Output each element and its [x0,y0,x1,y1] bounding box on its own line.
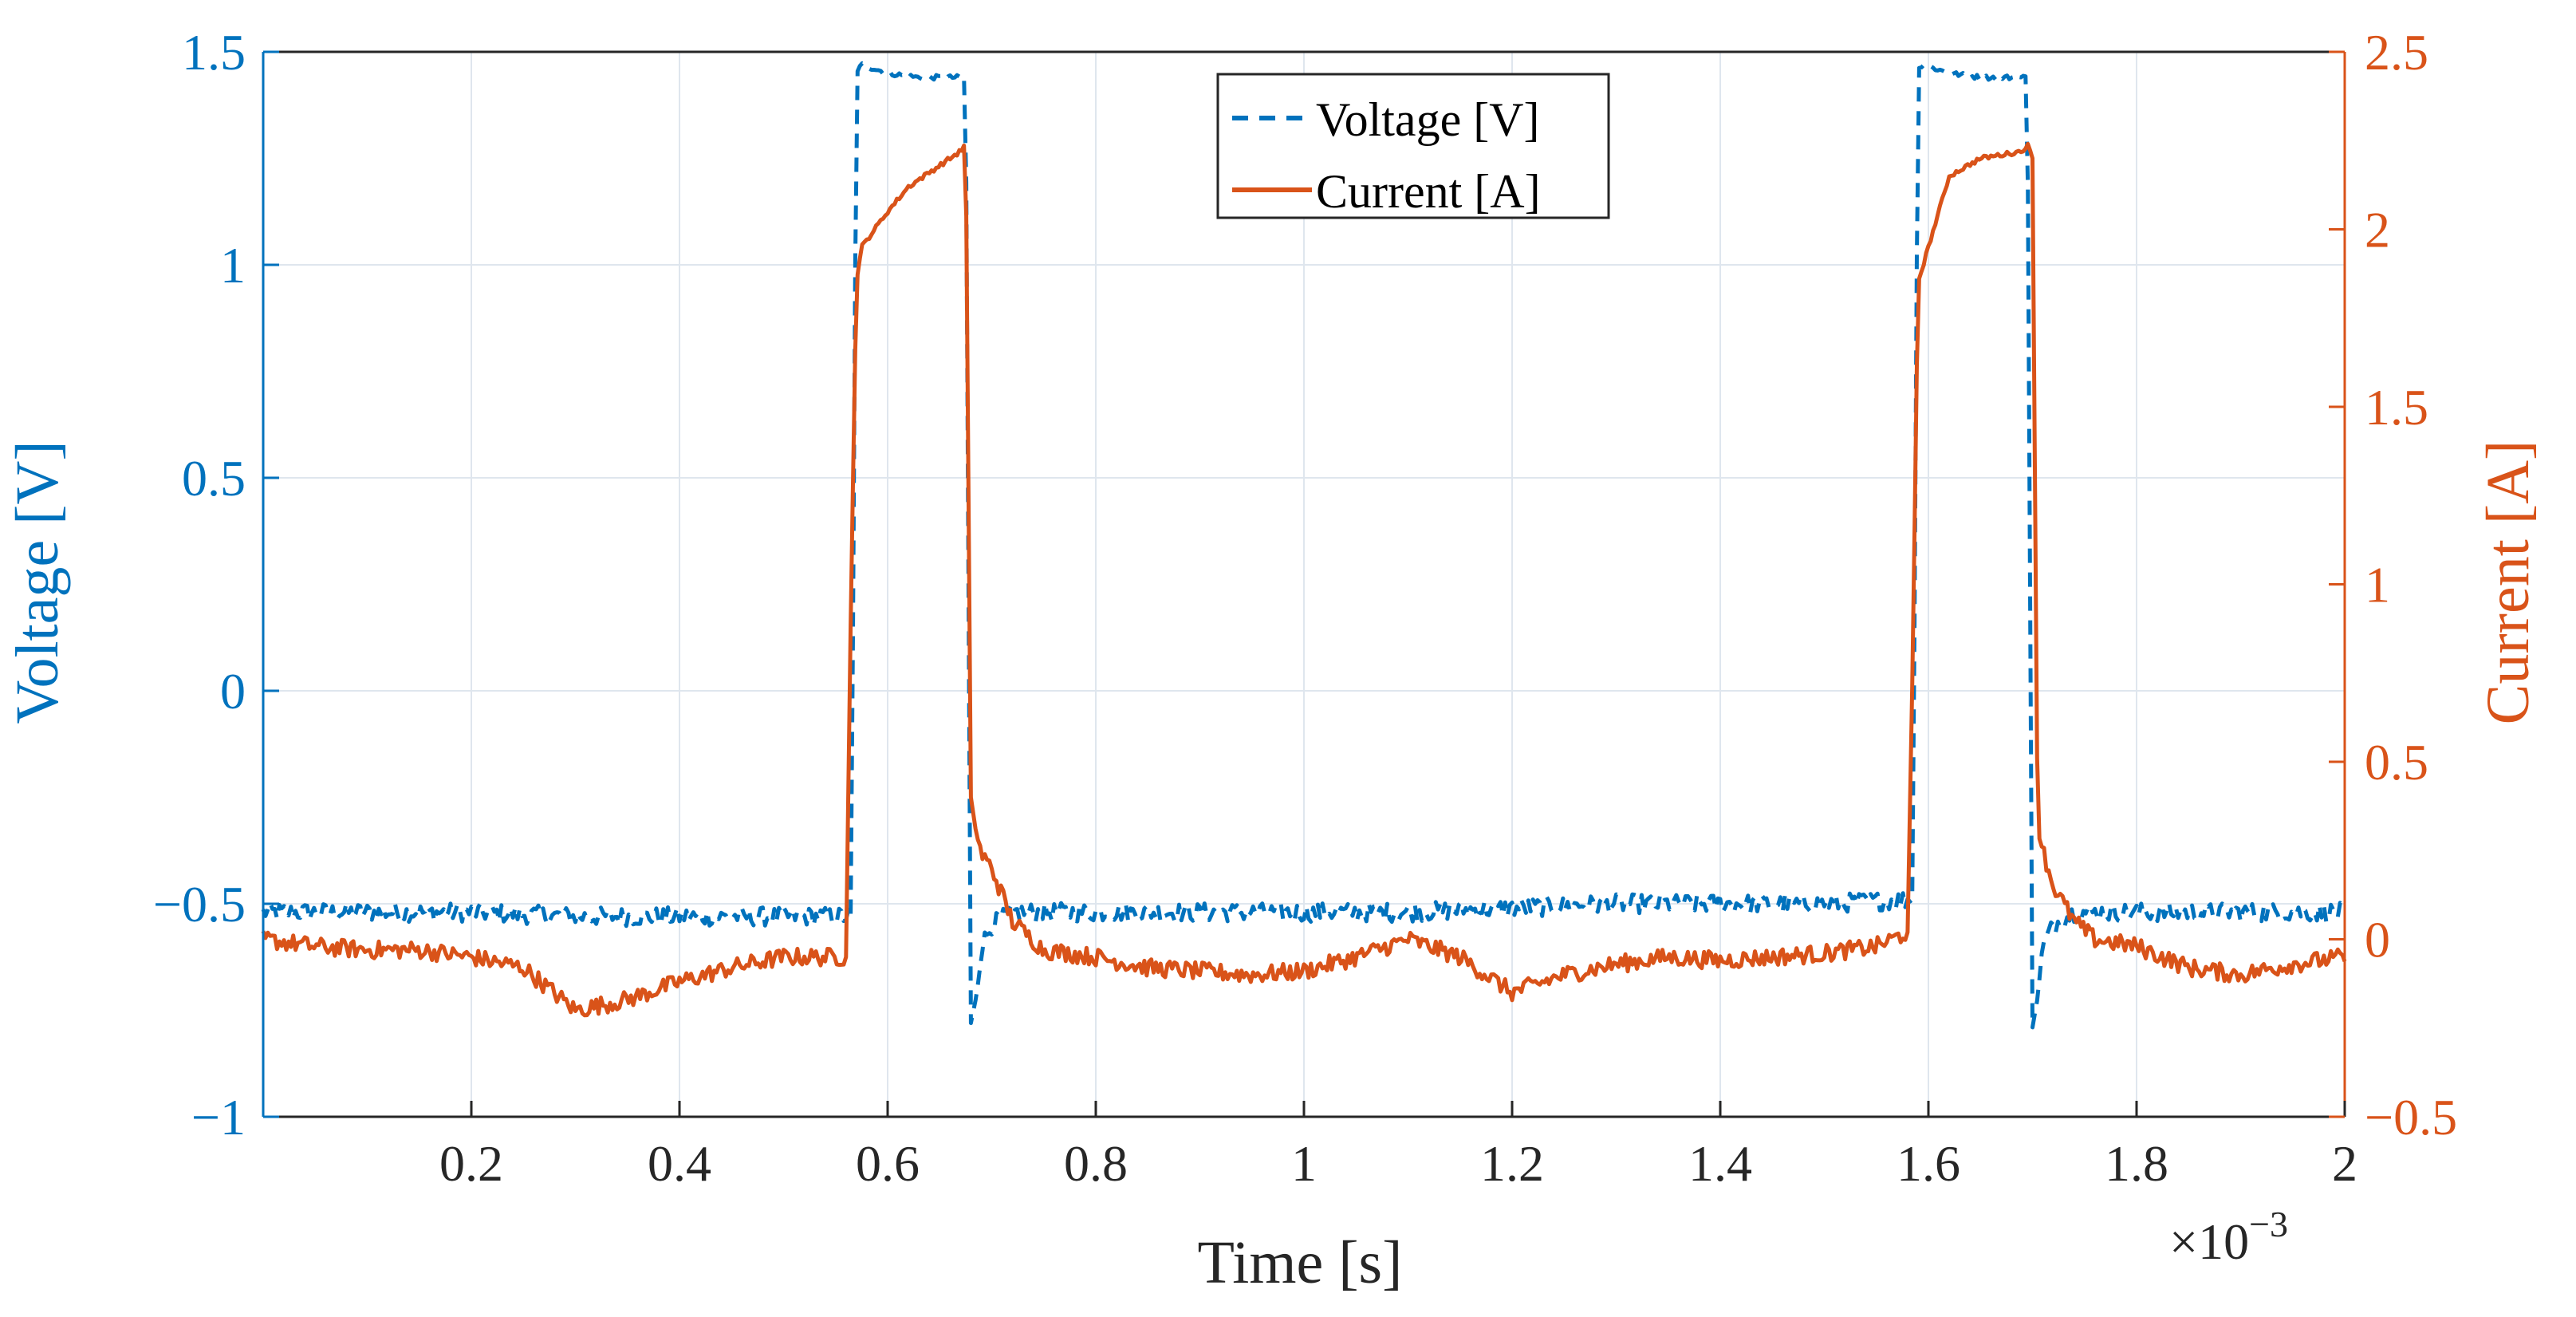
voltage-series-line [261,61,2347,1030]
plot-series [261,61,2347,1030]
y-right-tick-label: 2 [2365,202,2390,258]
x-tick-label: 1.6 [1897,1135,1960,1192]
x-multiplier-exponent: −3 [2249,1204,2288,1244]
y-left-tick-label: −1 [191,1089,246,1145]
x-tick-label: 0.6 [856,1135,920,1192]
legend-voltage-label: Voltage [V] [1316,93,1540,146]
axes [262,50,2346,1118]
x-tick-label: 0.8 [1064,1135,1128,1192]
y-left-tick-label: −0.5 [153,876,246,933]
y-left-axis-title: Voltage [V] [4,440,71,724]
x-tick-label: 1.4 [1688,1135,1752,1192]
legend: Voltage [V] Current [A] [1216,73,1610,219]
y-right-tick-label: 0.5 [2365,734,2428,791]
x-tick-label: 2 [2332,1135,2357,1192]
y-right-axis-title: Current [A] [2475,440,2542,725]
y-left-tick-label: 1.5 [182,24,246,81]
x-tick-label: 1 [1291,1135,1317,1192]
x-tick-label: 1.2 [1480,1135,1544,1192]
y-left-tick-label: 0 [220,663,246,720]
x-tick-label: 0.4 [648,1135,711,1192]
y-right-tick-label: 0 [2365,912,2390,968]
x-axis-title: Time [s] [1198,1229,1403,1296]
y-right-tick-label: 1.5 [2365,379,2428,436]
y-right-tick-label: −0.5 [2365,1089,2457,1145]
y-right-tick-label: 2.5 [2365,24,2428,81]
x-tick-label: 0.2 [439,1135,503,1192]
x-tick-label: 1.8 [2105,1135,2168,1192]
y-left-tick-label: 1 [220,237,246,294]
tick-labels: 0.2 0.4 0.6 0.8 1 1.2 1.4 1.6 1.8 2 −1 −0.5 0 0.5 1 1.5… [153,24,2457,1192]
legend-current-label: Current [A] [1316,165,1541,218]
legend-box [1216,73,1610,219]
x-axis-multiplier: ×10−3 [2169,1204,2288,1270]
y-left-tick-label: 0.5 [182,450,246,507]
x-multiplier-base: ×10 [2169,1213,2249,1270]
y-right-tick-label: 1 [2365,557,2390,613]
current-series-line [261,141,2347,1018]
